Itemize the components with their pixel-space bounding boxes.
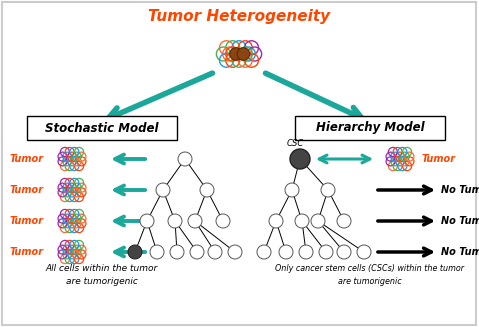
Text: Tumor Heterogeneity: Tumor Heterogeneity xyxy=(148,9,330,25)
FancyBboxPatch shape xyxy=(2,2,476,325)
Circle shape xyxy=(178,152,192,166)
Circle shape xyxy=(357,245,371,259)
FancyBboxPatch shape xyxy=(27,116,177,140)
Circle shape xyxy=(269,214,283,228)
Circle shape xyxy=(140,214,154,228)
Circle shape xyxy=(295,214,309,228)
Circle shape xyxy=(188,214,202,228)
Text: Stochastic Model: Stochastic Model xyxy=(45,122,159,134)
FancyBboxPatch shape xyxy=(295,116,445,140)
Text: Only cancer stem cells (CSCs) within the tumor
are tumorigenic: Only cancer stem cells (CSCs) within the… xyxy=(275,264,465,286)
Circle shape xyxy=(168,214,182,228)
Circle shape xyxy=(321,183,335,197)
Text: Tumor: Tumor xyxy=(10,185,44,195)
Circle shape xyxy=(150,245,164,259)
Circle shape xyxy=(208,245,222,259)
Circle shape xyxy=(299,245,313,259)
Text: Tumor: Tumor xyxy=(422,154,456,164)
Text: No Tumor: No Tumor xyxy=(441,216,479,226)
Text: Tumor: Tumor xyxy=(10,247,44,257)
Circle shape xyxy=(156,183,170,197)
Circle shape xyxy=(257,245,271,259)
Circle shape xyxy=(285,183,299,197)
Circle shape xyxy=(228,245,242,259)
Circle shape xyxy=(190,245,204,259)
Text: CSC: CSC xyxy=(286,139,304,147)
Text: Tumor: Tumor xyxy=(10,216,44,226)
Text: Hierarchy Model: Hierarchy Model xyxy=(316,122,424,134)
Circle shape xyxy=(237,48,250,60)
Circle shape xyxy=(230,48,242,60)
Text: Tumor: Tumor xyxy=(10,154,44,164)
Circle shape xyxy=(279,245,293,259)
Circle shape xyxy=(128,245,142,259)
Circle shape xyxy=(170,245,184,259)
Text: No Tumor: No Tumor xyxy=(441,185,479,195)
Text: No Tumor: No Tumor xyxy=(441,247,479,257)
Circle shape xyxy=(337,245,351,259)
Circle shape xyxy=(200,183,214,197)
Circle shape xyxy=(337,214,351,228)
Circle shape xyxy=(319,245,333,259)
Text: All cells within the tumor
are tumorigenic: All cells within the tumor are tumorigen… xyxy=(46,264,158,286)
Circle shape xyxy=(290,149,310,169)
Circle shape xyxy=(216,214,230,228)
Circle shape xyxy=(311,214,325,228)
